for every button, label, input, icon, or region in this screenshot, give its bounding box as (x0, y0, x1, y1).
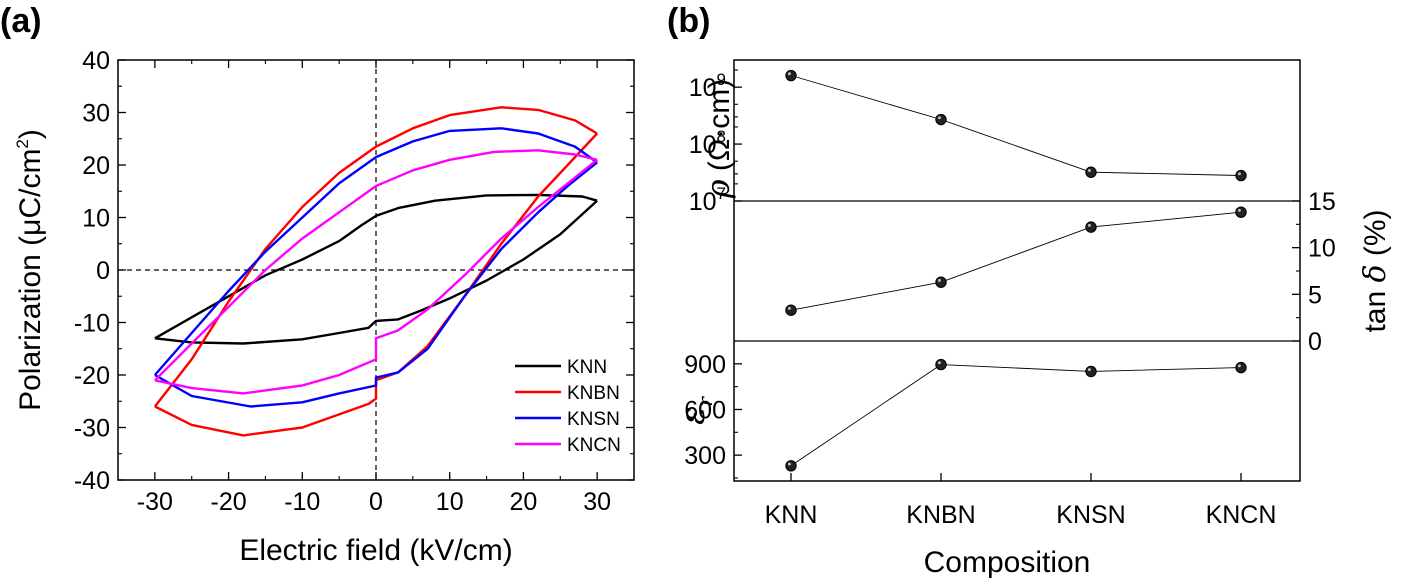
dielectric-loss-marker-highlight (1087, 223, 1091, 227)
legend-label-knsn: KNSN (567, 409, 620, 430)
resistivity-marker-knn (785, 69, 797, 82)
permittivity-marker-kncn (1235, 361, 1247, 374)
resistivity-y-tick-label: 108 (689, 127, 726, 159)
y-tick-label: -40 (74, 467, 110, 495)
loss-axis-title: tan δ (%) (1358, 209, 1393, 332)
legend-label-knn: KNN (567, 357, 607, 378)
x-category-label-kncn: KNCN (1206, 501, 1277, 529)
resistivity-marker-kncn (1235, 169, 1247, 182)
y-tick-label: -20 (74, 362, 110, 390)
y-tick-label: 20 (82, 152, 110, 180)
panel-a-label: (a) (0, 2, 42, 40)
x-tick-label: -30 (137, 488, 173, 516)
permittivity-y-tick-label: 300 (684, 442, 726, 470)
series-kncn-upper-branch (154, 149, 598, 382)
plot-frame (733, 59, 1301, 482)
y-tick-label: -10 (74, 310, 110, 338)
x-tick-label: 10 (436, 488, 464, 516)
legend-label-kncn: KNCN (567, 435, 621, 456)
y-axis-title-tail: ) (14, 129, 47, 139)
series-kncn-lower-branch (154, 158, 598, 395)
dielectric-loss-y-tick-label: 15 (1308, 188, 1336, 216)
resistivity-marker-highlight (1087, 168, 1091, 172)
x-category-label-knsn: KNSN (1056, 501, 1125, 529)
dielectric-loss-y-tick-label: 0 (1308, 328, 1322, 356)
x-tick-label: -20 (211, 488, 247, 516)
tick-base: 10 (689, 188, 717, 216)
legend-label-knbn: KNBN (567, 383, 620, 404)
resistivity-marker-knsn (1085, 166, 1097, 178)
series-knn-lower-branch (154, 199, 598, 345)
dielectric-loss-connecting-line (790, 211, 1242, 311)
resistivity-connecting-line (790, 75, 1242, 176)
permittivity-marker-highlight (787, 462, 791, 466)
tick-exponent: 9 (717, 70, 726, 89)
y-axis-title-superscript: 2 (13, 139, 32, 148)
y-axis-title: Polarization (μC/cm2) (13, 129, 47, 411)
y-tick-label: -30 (74, 415, 110, 443)
resistivity-marker-highlight (1237, 172, 1241, 176)
resistivity-y-tick-label: 109 (689, 70, 726, 102)
permittivity-y-tick-label: 600 (684, 396, 726, 424)
loss-title-unit: (%) (1359, 209, 1392, 264)
resistivity-y-tick-label: 107 (689, 184, 726, 216)
tick-exponent: 8 (717, 127, 726, 146)
x-category-label-knbn: KNBN (906, 501, 975, 529)
resistivity-unit: (Ω·cm) (703, 79, 736, 180)
x-tick-label: 30 (583, 488, 611, 516)
x-category-label-knn: KNN (765, 501, 818, 529)
permittivity-connecting-line (790, 364, 1242, 467)
permittivity-marker-highlight (937, 361, 941, 365)
epsilon-symbol: ε (673, 407, 713, 425)
permittivity-marker-knbn (935, 358, 947, 371)
y-tick-label: 30 (82, 100, 110, 128)
tick-exponent: 7 (717, 184, 726, 203)
resistivity-marker-highlight (787, 72, 791, 76)
rho-symbol: ρ (699, 179, 737, 199)
x-tick-label: 20 (510, 488, 538, 516)
x-tick-label: -10 (284, 488, 320, 516)
y-tick-label: 0 (96, 257, 110, 285)
delta-symbol: δ (1358, 264, 1393, 282)
panel-b-label: (b) (667, 2, 710, 40)
permittivity-marker-knn (785, 460, 797, 472)
permittivity-marker-highlight (1087, 368, 1091, 372)
x-tick-label: 0 (369, 488, 383, 516)
resistivity-marker-knbn (935, 113, 947, 126)
dielectric-loss-marker-knbn (935, 276, 947, 288)
series-knbn-upper-branch (153, 106, 598, 408)
epsilon-subscript: r (693, 396, 717, 407)
dielectric-loss-marker-knsn (1085, 221, 1097, 233)
dielectric-loss-marker-kncn (1235, 206, 1247, 218)
tick-base: 10 (689, 74, 717, 102)
y-tick-label: 10 (82, 205, 110, 233)
resistivity-axis-title: ρ (Ω·cm) (699, 79, 737, 200)
dielectric-loss-marker-highlight (787, 306, 791, 310)
resistivity-marker-highlight (937, 116, 941, 120)
dielectric-loss-y-tick-label: 5 (1308, 281, 1322, 309)
dielectric-loss-marker-highlight (1237, 208, 1241, 212)
dielectric-loss-marker-knn (785, 304, 797, 316)
tick-base: 10 (689, 131, 717, 159)
permittivity-axis-title: εr (673, 396, 717, 425)
permittivity-marker-knsn (1085, 365, 1097, 378)
permittivity-y-tick-label: 900 (684, 351, 726, 379)
loss-title-main: tan (1359, 283, 1392, 333)
x-axis-title: Composition (924, 546, 1091, 579)
series-knsn-upper-branch (153, 127, 598, 376)
dielectric-loss-y-tick-label: 10 (1308, 235, 1336, 263)
permittivity-marker-highlight (1237, 364, 1241, 368)
panel-a-hysteresis-chart: (a) -30 -20 -10 0 10 20 30 -40 -30 -20 -10 0 10 20 30 40… (0, 2, 635, 567)
series-knsn-lower-branch (154, 161, 598, 408)
y-axis-title-main: Polarization (μC/cm (14, 149, 47, 411)
x-axis-title: Electric field (kV/cm) (239, 534, 512, 567)
dielectric-loss-marker-highlight (937, 278, 941, 282)
y-tick-label: 40 (82, 47, 110, 75)
